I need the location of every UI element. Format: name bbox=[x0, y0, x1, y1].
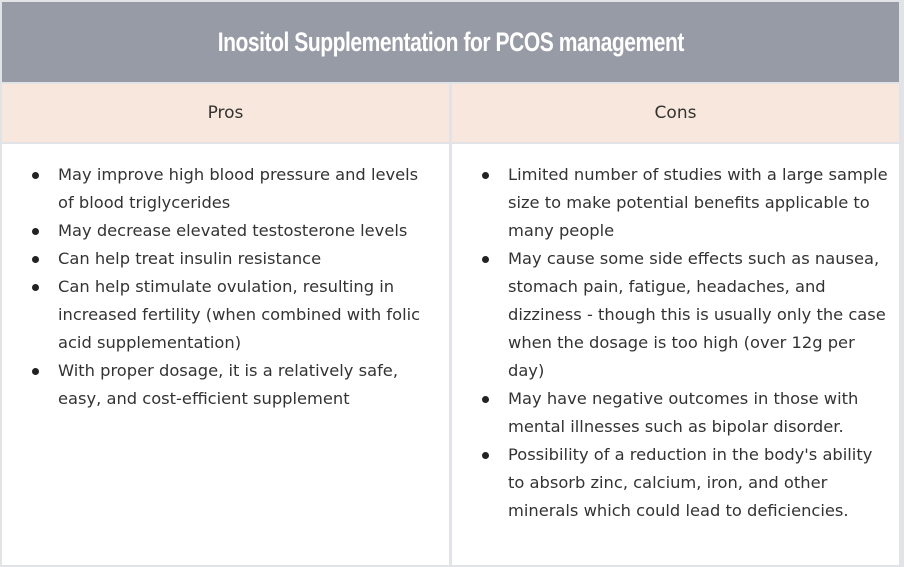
list-item: Limited number of studies with a large s… bbox=[482, 161, 892, 245]
bullet-icon bbox=[32, 256, 39, 263]
cons-item-text: Possibility of a reduction in the body's… bbox=[508, 445, 873, 520]
cons-list: Limited number of studies with a large s… bbox=[482, 161, 892, 525]
list-item: May cause some side effects such as naus… bbox=[482, 245, 892, 385]
pros-item-text: Can help stimulate ovulation, resulting … bbox=[58, 277, 421, 352]
cons-header: Cons bbox=[452, 84, 899, 142]
bullet-icon bbox=[32, 368, 39, 375]
pros-item-text: Can help treat insulin resistance bbox=[58, 249, 322, 268]
cons-item-text: Limited number of studies with a large s… bbox=[508, 165, 888, 240]
bullet-icon bbox=[482, 256, 489, 263]
bullet-icon bbox=[482, 452, 489, 459]
bullet-icon bbox=[32, 228, 39, 235]
pros-header: Pros bbox=[2, 84, 449, 142]
pros-list: May improve high blood pressure and leve… bbox=[32, 161, 432, 413]
list-item: Can help stimulate ovulation, resulting … bbox=[32, 273, 432, 357]
list-item: May have negative outcomes in those with… bbox=[482, 385, 892, 441]
list-item: Possibility of a reduction in the body's… bbox=[482, 441, 892, 525]
cons-cell: Limited number of studies with a large s… bbox=[452, 144, 899, 565]
list-item: May decrease elevated testosterone level… bbox=[32, 217, 432, 245]
bullet-icon bbox=[482, 396, 489, 403]
bullet-icon bbox=[482, 172, 489, 179]
pros-item-text: With proper dosage, it is a relatively s… bbox=[58, 361, 398, 408]
cons-item-text: May have negative outcomes in those with… bbox=[508, 389, 859, 436]
cons-item-text: May cause some side effects such as naus… bbox=[508, 249, 886, 380]
pros-item-text: May improve high blood pressure and leve… bbox=[58, 165, 419, 212]
list-item: Can help treat insulin resistance bbox=[32, 245, 432, 273]
list-item: May improve high blood pressure and leve… bbox=[32, 161, 432, 217]
pros-item-text: May decrease elevated testosterone level… bbox=[58, 221, 408, 240]
bullet-icon bbox=[32, 172, 39, 179]
table-title: Inositol Supplementation for PCOS manage… bbox=[217, 26, 684, 57]
table-title-row: Inositol Supplementation for PCOS manage… bbox=[2, 2, 899, 82]
list-item: With proper dosage, it is a relatively s… bbox=[32, 357, 432, 413]
bullet-icon bbox=[32, 284, 39, 291]
pros-cell: May improve high blood pressure and leve… bbox=[2, 144, 449, 565]
